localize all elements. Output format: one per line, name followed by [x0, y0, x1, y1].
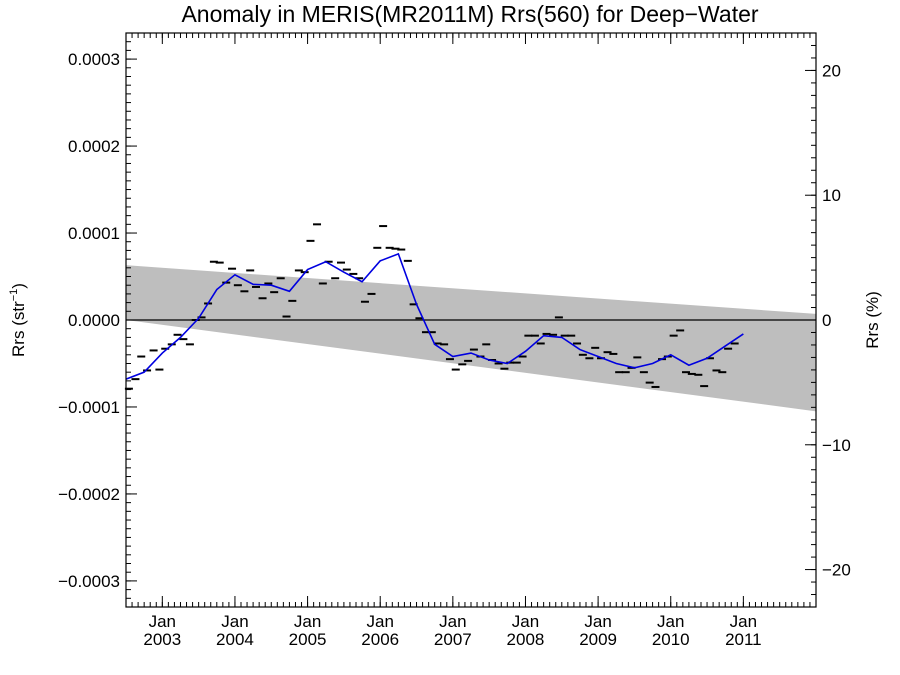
x-tick-label-year: 2004: [216, 630, 254, 649]
y2-tick-label: 10: [822, 186, 841, 205]
y-tick-label: 0.0002: [68, 137, 120, 156]
uncertainty-band: [126, 265, 816, 412]
y-tick-label: −0.0002: [58, 485, 120, 504]
y-axis-left-label-prefix: Rrs (str: [9, 301, 28, 357]
x-tick-label-month: Jan: [366, 612, 393, 631]
x-axis: Jan2003Jan2004Jan2005Jan2006Jan2007Jan20…: [125, 33, 817, 649]
x-tick-label-month: Jan: [584, 612, 611, 631]
x-tick-label-month: Jan: [730, 612, 757, 631]
x-tick-label-year: 2003: [143, 630, 181, 649]
y2-tick-label: −20: [822, 561, 851, 580]
x-tick-label-year: 2005: [289, 630, 327, 649]
x-tick-label-month: Jan: [221, 612, 248, 631]
y-axis-left-label-superscript: −1: [8, 289, 20, 302]
y-tick-label: −0.0003: [58, 572, 120, 591]
y2-tick-label: 20: [822, 61, 841, 80]
y-axis-left-label-suffix: ): [9, 283, 28, 289]
y-axis-right: 20 10 0 −10 −20: [805, 32, 851, 608]
y-tick-label: 0.0001: [68, 224, 120, 243]
smoothed-line: [125, 252, 744, 380]
y2-tick-label: −10: [822, 436, 851, 455]
chart-title: Anomaly in MERIS(MR2011M) Rrs(560) for D…: [181, 1, 758, 27]
x-tick-label-year: 2011: [725, 630, 762, 649]
y-tick-label: 0.0000: [68, 311, 120, 330]
y2-tick-label: 0: [822, 311, 831, 330]
x-tick-label-year: 2006: [361, 630, 399, 649]
x-tick-label-year: 2008: [507, 630, 545, 649]
y-tick-label: 0.0003: [68, 50, 120, 69]
y-tick-label: −0.0001: [58, 398, 120, 417]
x-tick-label-month: Jan: [149, 612, 176, 631]
x-tick-label-month: Jan: [294, 612, 321, 631]
x-tick-label-month: Jan: [657, 612, 684, 631]
y-axis-right-label: Rrs (%): [863, 291, 882, 349]
x-tick-label-year: 2010: [652, 630, 690, 649]
x-tick-label-month: Jan: [439, 612, 466, 631]
y-axis-left: 0.0003 0.0002 0.0001 0.0000 −0.0001 −0.0002 −0…: [58, 32, 137, 608]
x-tick-label-year: 2007: [434, 630, 472, 649]
x-tick-label-month: Jan: [512, 612, 539, 631]
monthly-markers: [124, 223, 739, 390]
x-tick-label-year: 2009: [579, 630, 617, 649]
y-axis-left-label: Rrs (str−1): [8, 283, 28, 357]
